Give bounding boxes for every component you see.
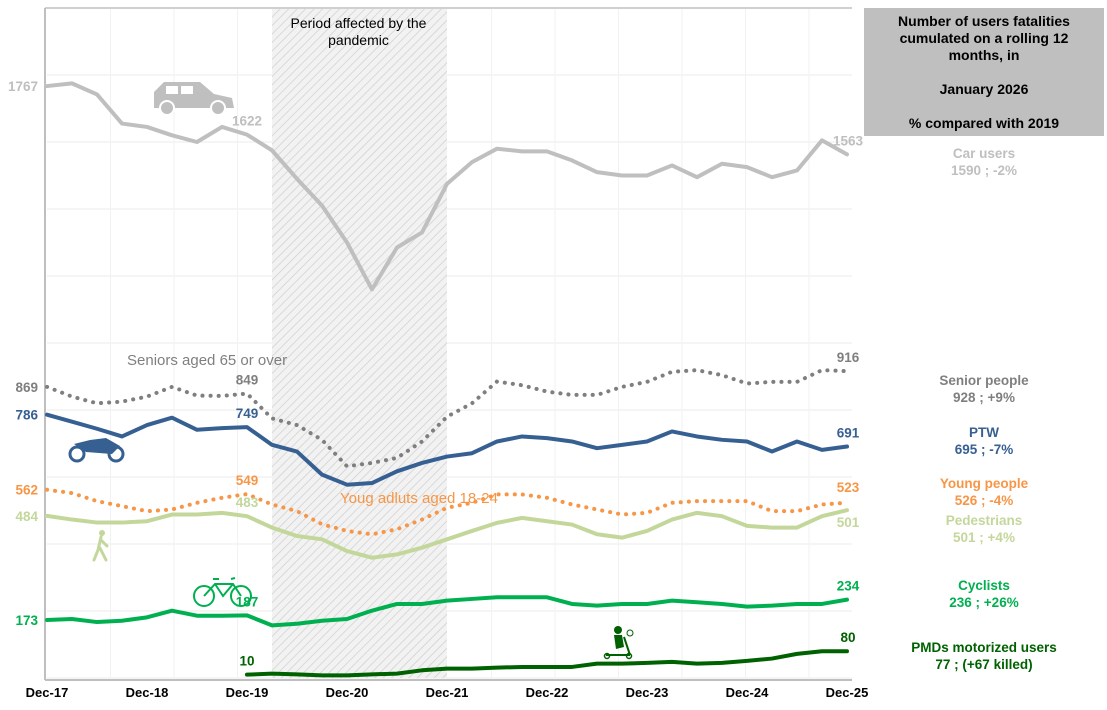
data-label-start: 786: [15, 408, 38, 423]
data-label-dec19: 849: [236, 373, 259, 388]
data-label-dec25: 501: [837, 515, 860, 530]
data-label-dec19: 187: [236, 594, 259, 609]
annotation-seniors: Seniors aged 65 or over: [127, 352, 287, 369]
data-label-dec19: 10: [239, 654, 254, 669]
data-label-dec25: 234: [837, 579, 860, 594]
x-tick-label: Dec-25: [826, 685, 869, 700]
data-labels: 1767 1622 1563 869 849 916 786 749 691 562 549 523 4…: [8, 79, 864, 669]
x-tick-label: Dec-17: [26, 685, 69, 700]
legend-item-value: 695 ; -7%: [954, 442, 1014, 457]
legend-item-value: 236 ; +26%: [949, 595, 1019, 610]
legend-item-name: PMDs motorized users: [911, 640, 1057, 655]
legend-item-name: Pedestrians: [945, 513, 1023, 528]
info-box: Number of users fatalities cumulated on …: [864, 8, 1104, 136]
x-tick-label: Dec-21: [426, 685, 469, 700]
series-line-pedestrians: [45, 508, 849, 560]
legend-item-name: Senior people: [939, 373, 1029, 388]
legend-item: Cyclists 236 ; +26%: [870, 577, 1098, 611]
data-label-dec19: 1622: [232, 114, 262, 129]
data-label-dec19: 749: [236, 406, 259, 421]
x-tick-label: Dec-23: [626, 685, 669, 700]
series-line-seniors: [45, 368, 849, 469]
series-line-young: [45, 487, 849, 537]
data-label-dec25: 916: [837, 350, 860, 365]
x-tick-label: Dec-22: [526, 685, 569, 700]
info-box-comparison: % compared with 2019: [908, 115, 1060, 131]
x-tick-label: Dec-19: [226, 685, 269, 700]
motorbike-icon: [68, 438, 125, 463]
legend-item-name: PTW: [969, 425, 999, 440]
data-label-start: 484: [15, 509, 38, 524]
data-label-start: 869: [15, 380, 38, 395]
data-label-dec25: 80: [840, 630, 855, 645]
legend-item-value: 77 ; (+67 killed): [935, 657, 1033, 672]
series-line-car: [45, 81, 849, 292]
legend-item-value: 928 ; +9%: [953, 390, 1015, 405]
data-label-dec19: 549: [236, 473, 259, 488]
pandemic-period-shading: [272, 8, 447, 678]
scooter-icon: [603, 626, 634, 660]
legend-item: Pedestrians 501 ; +4%: [870, 512, 1098, 546]
info-box-date: January 2026: [939, 81, 1029, 97]
data-label-dec25: 1563: [833, 133, 864, 148]
car-icon: [154, 82, 234, 116]
pandemic-label: Period affected by the pandemic: [290, 15, 427, 48]
legend-item: PTW 695 ; -7%: [870, 424, 1098, 458]
data-label-dec25: 523: [837, 480, 860, 495]
legend-item: PMDs motorized users 77 ; (+67 killed): [870, 639, 1098, 673]
legend-item-name: Cyclists: [958, 578, 1010, 593]
series-lines: [45, 81, 849, 678]
legend-item-name: Young people: [939, 476, 1029, 491]
series-line-cyclists: [45, 595, 849, 628]
series-line-ptw: [45, 412, 849, 487]
legend-item: Senior people 928 ; +9%: [870, 372, 1098, 406]
data-label-start: 173: [15, 613, 38, 628]
bicycle-icon: [193, 577, 252, 607]
series-line-pmd: [245, 649, 849, 678]
legend-item-value: 501 ; +4%: [953, 530, 1015, 545]
data-label-dec25: 691: [837, 426, 860, 441]
legend-item-value: 1590 ; -2%: [950, 163, 1018, 178]
annotation-young-adults: Youg adluts aged 18-24: [340, 490, 498, 507]
info-box-title: Number of users fatalities cumulated on …: [898, 13, 1070, 63]
pedestrian-icon: [92, 530, 109, 562]
data-label-start: 1767: [8, 79, 38, 94]
legend-item-value: 526 ; -4%: [954, 493, 1014, 508]
legend-item: Car users 1590 ; -2%: [870, 145, 1098, 179]
data-label-start: 562: [15, 483, 38, 498]
x-tick-label: Dec-24: [726, 685, 769, 700]
axes: Dec-17 Dec-18 Dec-19 Dec-20 Dec-21 Dec-22 Dec-…: [26, 7, 869, 700]
x-tick-label: Dec-18: [126, 685, 169, 700]
legend-item-name: Car users: [952, 146, 1016, 161]
series-icons: [68, 82, 634, 660]
legend-item: Young people 526 ; -4%: [870, 475, 1098, 509]
x-tick-label: Dec-20: [326, 685, 369, 700]
data-label-dec19: 483: [236, 495, 259, 510]
